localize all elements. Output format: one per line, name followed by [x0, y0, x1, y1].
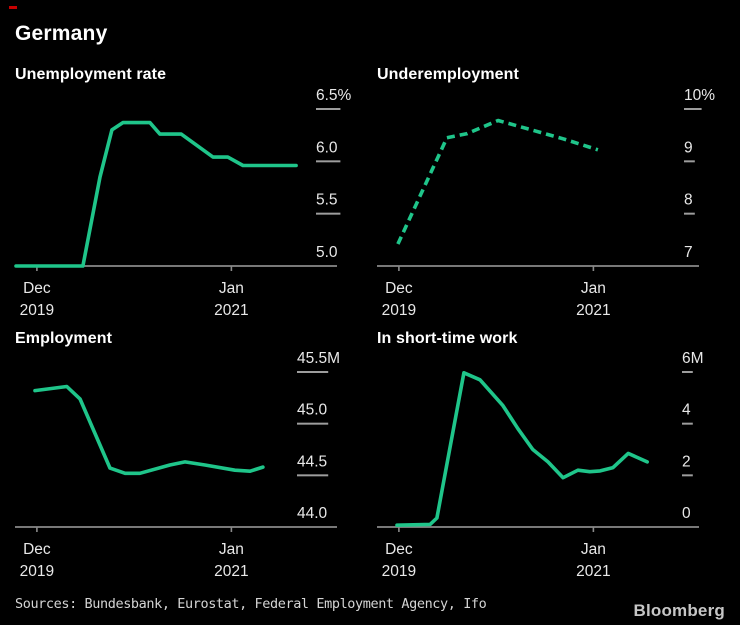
y-axis-label: 45.5M: [297, 350, 340, 367]
y-axis-tick: [684, 212, 695, 215]
x-axis-label-month: Dec: [23, 280, 51, 297]
y-axis-label: 4: [682, 402, 691, 419]
x-axis-label-year: 2019: [382, 563, 416, 580]
x-axis-label-year: 2019: [20, 302, 54, 319]
chart-underemployment: Dec 2019 Jan 2021 10% 9 8 7: [377, 87, 715, 319]
x-axis-label-month: Dec: [23, 541, 51, 558]
x-axis-label-year: 2021: [214, 302, 248, 319]
y-axis-label: 8: [684, 192, 693, 209]
x-axis-label-year: 2019: [20, 563, 54, 580]
series-line: [395, 370, 650, 527]
red-accent-mark: [9, 6, 17, 9]
page-title: Germany: [15, 22, 108, 45]
chart-short-time-work: Dec 2019 Jan 2021 6M 4 2 0: [377, 350, 704, 580]
y-axis-tick: [316, 108, 341, 110]
panel-title-unemployment-rate: Unemployment rate: [15, 66, 167, 83]
panel-title-underemployment: Underemployment: [377, 66, 519, 83]
x-axis-label-month: Jan: [581, 541, 606, 558]
y-axis-label: 7: [684, 244, 693, 261]
y-axis-label: 6.5%: [316, 87, 352, 104]
series-line: [396, 118, 599, 245]
y-axis-label: 44.0: [297, 505, 328, 522]
y-axis-label: 6.0: [316, 139, 338, 156]
x-axis-label-year: 2021: [576, 563, 610, 580]
y-axis-label: 5.0: [316, 244, 338, 261]
y-axis-tick: [297, 371, 329, 373]
panel-title-employment: Employment: [15, 330, 113, 347]
series-line: [33, 384, 265, 476]
x-axis-label-month: Jan: [219, 541, 244, 558]
y-axis-tick: [682, 371, 693, 373]
y-axis-tick: [682, 474, 693, 477]
y-axis-label: 45.0: [297, 402, 328, 419]
y-axis-label: 2: [682, 453, 691, 470]
y-axis-tick: [316, 160, 341, 163]
x-axis-label-year: 2021: [576, 302, 610, 319]
chart-employment: Dec 2019 Jan 2021 45.5M 45.0 44.5 44.0: [15, 350, 340, 580]
y-axis-tick: [316, 212, 341, 215]
y-axis-label: 9: [684, 139, 693, 156]
panel-title-short-time-work: In short-time work: [377, 330, 518, 347]
bloomberg-logo: Bloomberg: [633, 601, 725, 620]
chart-unemployment-rate: Dec 2019 Jan 2021 6.5% 6.0 5.5 5.0: [14, 87, 352, 319]
x-axis-label-year: 2021: [214, 563, 248, 580]
y-axis-label: 5.5: [316, 192, 338, 209]
y-axis-label: 10%: [684, 87, 715, 104]
y-axis-label: 44.5: [297, 453, 327, 470]
x-axis-label-month: Dec: [385, 541, 413, 558]
sources-note: Sources: Bundesbank, Eurostat, Federal E…: [15, 596, 487, 612]
y-axis-tick: [297, 474, 329, 477]
y-axis-label: 0: [682, 505, 691, 522]
y-axis-tick: [297, 422, 329, 425]
x-axis-label-month: Dec: [385, 280, 413, 297]
x-axis-label-month: Jan: [219, 280, 244, 297]
y-axis-tick: [684, 160, 695, 163]
y-axis-tick: [684, 108, 702, 110]
x-axis-label-year: 2019: [382, 302, 416, 319]
y-axis-label: 6M: [682, 350, 704, 367]
x-axis-label-month: Jan: [581, 280, 606, 297]
y-axis-tick: [682, 422, 693, 425]
series-line: [14, 120, 298, 268]
